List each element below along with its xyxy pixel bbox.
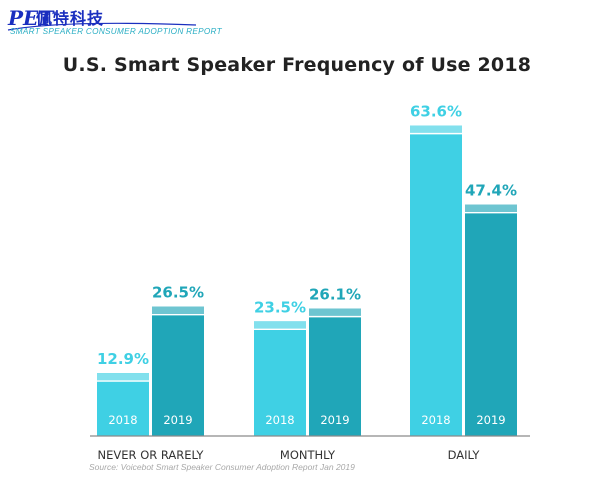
series-label-2019-1: 2019 [320, 413, 349, 427]
report-header: SMART SPEAKER CONSUMER ADOPTION REPORT [10, 27, 222, 36]
bar-2018-0 [97, 373, 149, 436]
category-labels: NEVER OR RARELY MONTHLY DAILY [98, 448, 481, 462]
pet-logo: PET [7, 6, 197, 31]
source-note: Source: Voicebot Smart Speaker Consumer … [89, 462, 355, 472]
series-label-2018-1: 2018 [265, 413, 294, 427]
bar-cap-2018-0 [97, 373, 149, 382]
series-label-2018-0: 2018 [108, 413, 137, 427]
bars-layer: 12.9% 2018 26.5% 2019 23.5% 2018 26.1% 2019 63.6… [97, 103, 517, 436]
value-label-2018-2: 63.6% [410, 103, 462, 121]
value-label-2018-0: 12.9% [97, 350, 149, 368]
chart-title: U.S. Smart Speaker Frequency of Use 2018 [62, 54, 532, 76]
bar-2018-2 [410, 125, 462, 436]
value-label-2019-2: 47.4% [465, 182, 517, 200]
value-label-2018-1: 23.5% [254, 298, 306, 316]
logo-text: 佩特科技 [36, 9, 105, 28]
bar-2018-1 [254, 321, 306, 436]
logo-swoosh [7, 22, 197, 31]
category-label-0: NEVER OR RARELY [98, 448, 205, 462]
series-label-2018-2: 2018 [421, 413, 450, 427]
bar-cap-2019-1 [309, 308, 361, 317]
bar-2019-2 [465, 204, 517, 436]
bar-cap-2018-1 [254, 321, 306, 330]
value-label-2019-1: 26.1% [309, 286, 361, 304]
series-label-2019-0: 2019 [163, 413, 192, 427]
value-label-2019-0: 26.5% [152, 284, 204, 302]
bar-2019-0 [152, 306, 204, 436]
series-label-2019-2: 2019 [476, 413, 505, 427]
bar-cap-2019-0 [152, 306, 204, 315]
bar-2019-1 [309, 308, 361, 436]
bar-cap-2018-2 [410, 125, 462, 134]
bar-cap-2019-2 [465, 204, 517, 213]
category-label-2: DAILY [448, 448, 481, 462]
category-label-1: MONTHLY [280, 448, 336, 462]
